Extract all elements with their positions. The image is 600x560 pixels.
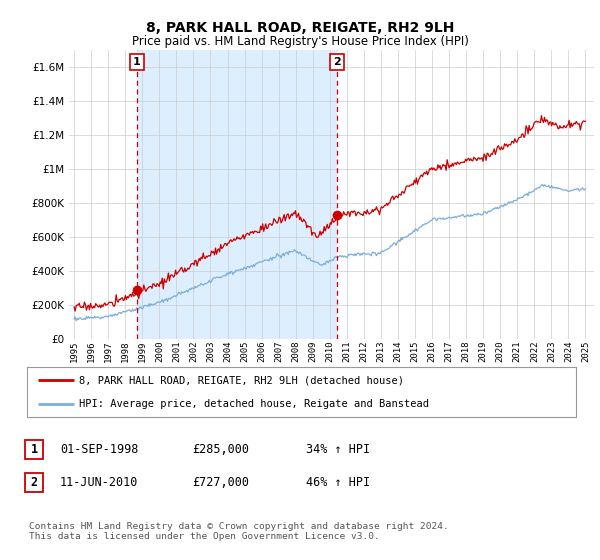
- Bar: [137, 50, 337, 339]
- Text: Contains HM Land Registry data © Crown copyright and database right 2024.
This d: Contains HM Land Registry data © Crown c…: [29, 522, 449, 542]
- Text: 8, PARK HALL ROAD, REIGATE, RH2 9LH (detached house): 8, PARK HALL ROAD, REIGATE, RH2 9LH (det…: [79, 375, 404, 385]
- Text: 2: 2: [334, 57, 341, 67]
- Text: HPI: Average price, detached house, Reigate and Banstead: HPI: Average price, detached house, Reig…: [79, 399, 429, 409]
- Text: 46% ↑ HPI: 46% ↑ HPI: [306, 476, 370, 489]
- Text: 11-JUN-2010: 11-JUN-2010: [60, 476, 139, 489]
- Text: 34% ↑ HPI: 34% ↑ HPI: [306, 442, 370, 456]
- Text: 1: 1: [31, 442, 38, 456]
- Text: 01-SEP-1998: 01-SEP-1998: [60, 442, 139, 456]
- Text: 1: 1: [133, 57, 140, 67]
- Text: £285,000: £285,000: [192, 442, 249, 456]
- Text: 2: 2: [31, 476, 38, 489]
- Text: £727,000: £727,000: [192, 476, 249, 489]
- Text: Price paid vs. HM Land Registry's House Price Index (HPI): Price paid vs. HM Land Registry's House …: [131, 35, 469, 48]
- Text: 8, PARK HALL ROAD, REIGATE, RH2 9LH: 8, PARK HALL ROAD, REIGATE, RH2 9LH: [146, 21, 454, 35]
